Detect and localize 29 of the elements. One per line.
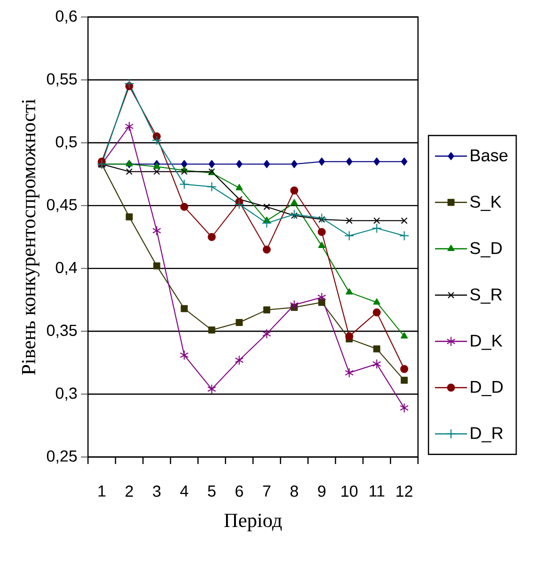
x-axis-title: Період xyxy=(224,514,282,532)
y-tick-label: 0,25 xyxy=(46,450,77,464)
x-tick-label: 11 xyxy=(370,486,384,497)
x-tick-label: 9 xyxy=(318,486,326,497)
x-tick-label: 7 xyxy=(263,486,270,497)
x-tick-label: 6 xyxy=(236,486,243,497)
x-tick-label: 5 xyxy=(208,486,216,497)
legend-label: Base xyxy=(470,150,508,162)
legend-label: D_K xyxy=(470,334,502,350)
legend-label: D_D xyxy=(470,381,503,396)
x-tick-label: 1 xyxy=(98,486,106,497)
y-tick-label: 0,55 xyxy=(46,73,77,86)
legend-label: S_D xyxy=(470,242,502,258)
y-axis-title: Рівень конкурентоспроможності xyxy=(22,99,40,375)
legend-label: S_K xyxy=(470,196,502,211)
y-tick-label: 0,4 xyxy=(56,262,77,276)
x-tick-label: 3 xyxy=(152,486,160,497)
y-tick-label: 0,5 xyxy=(56,136,77,150)
legend-label: S_R xyxy=(470,288,502,304)
x-tick-label: 8 xyxy=(290,486,298,497)
y-tick-label: 0,35 xyxy=(46,324,77,338)
x-tick-label: 10 xyxy=(342,486,358,497)
x-tick-label: 12 xyxy=(396,486,412,497)
x-tick-label: 2 xyxy=(126,486,133,497)
y-tick-label: 0,6 xyxy=(56,10,77,24)
y-tick-label: 0,3 xyxy=(56,388,77,401)
legend-label: D_R xyxy=(470,427,503,442)
x-tick-label: 4 xyxy=(180,486,188,497)
y-tick-label: 0,45 xyxy=(46,198,77,212)
